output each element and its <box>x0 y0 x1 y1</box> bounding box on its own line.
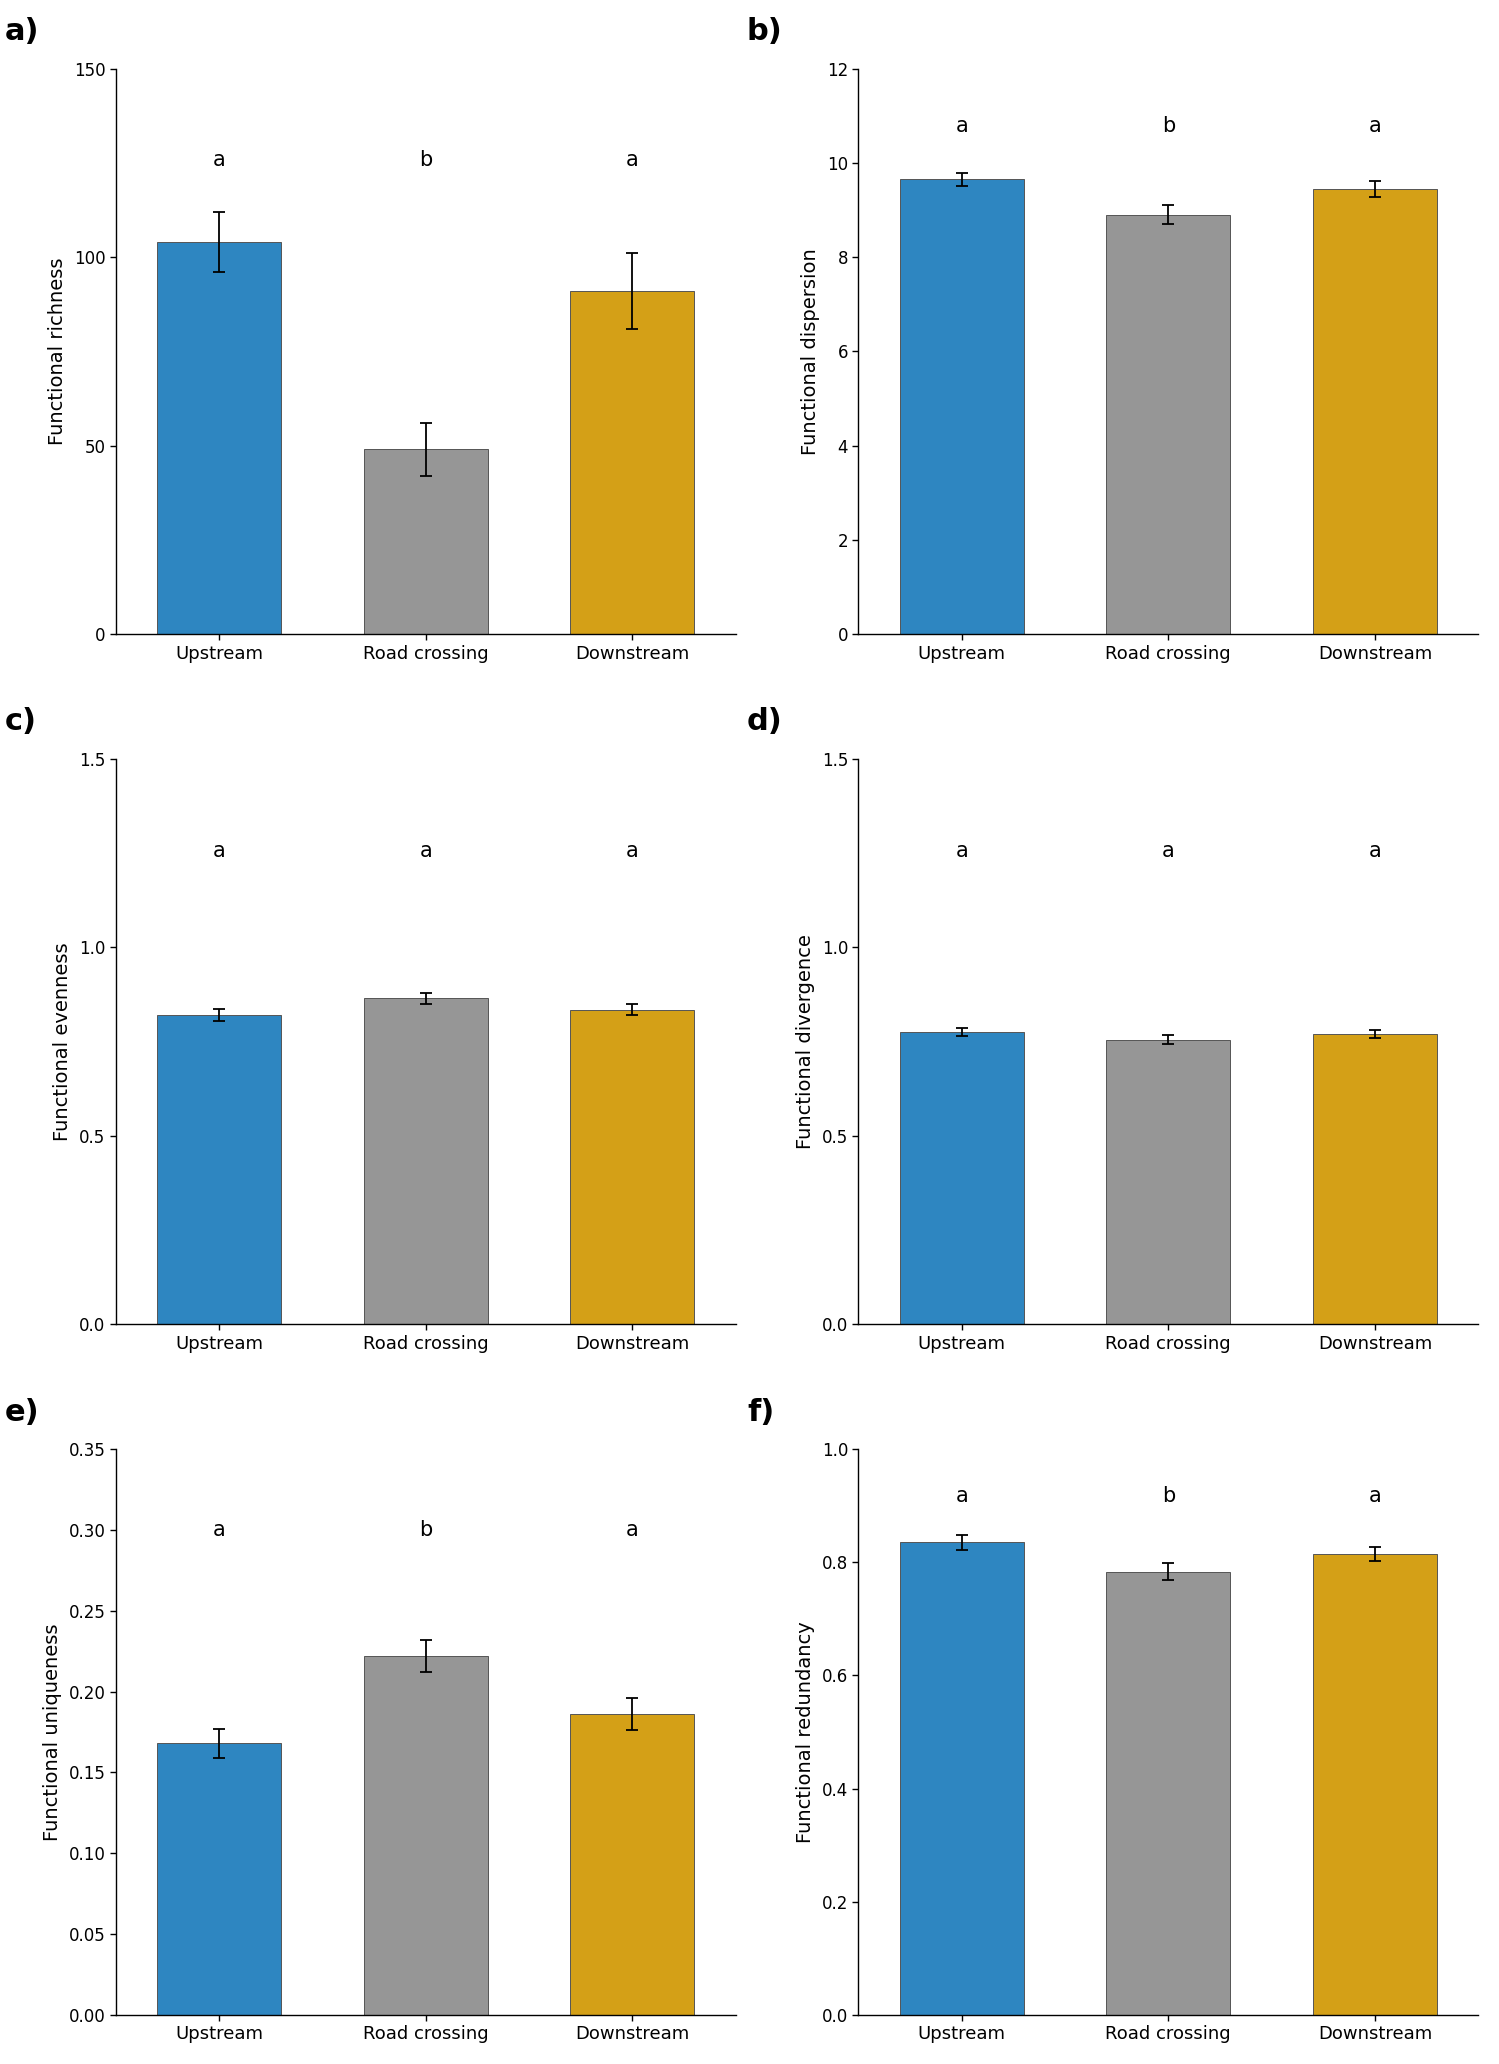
Text: a: a <box>1369 840 1381 861</box>
Bar <box>570 1715 694 2014</box>
Text: a: a <box>420 840 432 861</box>
Bar <box>570 291 694 634</box>
Text: a: a <box>627 151 639 171</box>
Bar <box>1106 1040 1231 1325</box>
Bar <box>899 180 1024 634</box>
Text: a: a <box>627 840 639 861</box>
Text: a): a) <box>4 17 39 45</box>
Text: a: a <box>213 151 225 171</box>
Text: a: a <box>627 1519 639 1540</box>
Bar <box>899 1542 1024 2014</box>
Bar <box>1106 1573 1231 2014</box>
Bar <box>1106 215 1231 634</box>
Bar <box>1313 188 1438 634</box>
Text: b: b <box>1162 1486 1175 1507</box>
Text: e): e) <box>4 1397 39 1426</box>
Bar <box>570 1009 694 1325</box>
Text: a: a <box>1369 116 1381 136</box>
Y-axis label: Functional redundancy: Functional redundancy <box>796 1620 814 1843</box>
Text: f): f) <box>747 1397 773 1426</box>
Text: a: a <box>1162 840 1175 861</box>
Text: a: a <box>213 1519 225 1540</box>
Text: b): b) <box>747 17 782 45</box>
Bar <box>1313 1034 1438 1325</box>
Bar <box>899 1032 1024 1325</box>
Text: a: a <box>955 840 968 861</box>
Bar <box>364 450 487 634</box>
Bar <box>157 241 282 634</box>
Bar <box>1313 1554 1438 2014</box>
Y-axis label: Functional richness: Functional richness <box>48 258 67 446</box>
Bar <box>364 999 487 1325</box>
Y-axis label: Functional evenness: Functional evenness <box>52 943 72 1141</box>
Y-axis label: Functional dispersion: Functional dispersion <box>800 248 820 454</box>
Bar <box>157 1015 282 1325</box>
Text: d): d) <box>747 708 782 737</box>
Text: a: a <box>213 840 225 861</box>
Text: b: b <box>420 1519 432 1540</box>
Bar <box>364 1655 487 2014</box>
Y-axis label: Functional divergence: Functional divergence <box>796 935 814 1150</box>
Y-axis label: Functional uniqueness: Functional uniqueness <box>42 1622 61 1841</box>
Text: a: a <box>955 1486 968 1507</box>
Text: b: b <box>1162 116 1175 136</box>
Text: c): c) <box>4 708 36 737</box>
Text: b: b <box>420 151 432 171</box>
Bar <box>157 1744 282 2014</box>
Text: a: a <box>1369 1486 1381 1507</box>
Text: a: a <box>955 116 968 136</box>
